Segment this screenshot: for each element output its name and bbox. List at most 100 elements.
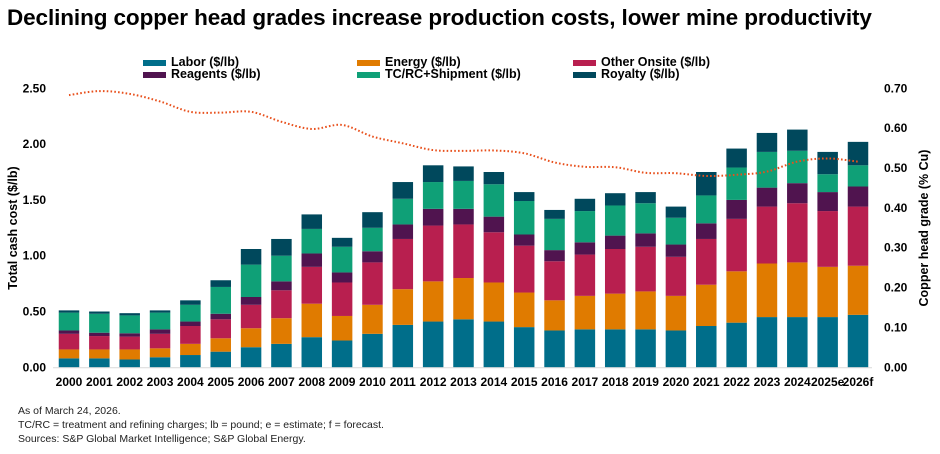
bar-stack-2013: [453, 166, 474, 368]
bar-segment-labor: [544, 330, 565, 368]
bar-segment-labor: [58, 358, 80, 368]
bar-segment-royalty: [422, 165, 444, 183]
bar-segment-reagents: [271, 281, 292, 291]
bar-segment-reagents: [362, 251, 383, 263]
head-grade-line: [68, 90, 859, 178]
bar-stack-2006: [240, 249, 262, 368]
bar-segment-other-onsite: [817, 211, 838, 267]
bar-segment-tc-rc-shipment: [513, 201, 535, 235]
bar-segment-other-onsite: [119, 336, 140, 350]
bar-segment-labor: [726, 322, 747, 368]
legend-label: TC/RC+Shipment ($/lb): [385, 67, 521, 81]
bar-stack-2008: [301, 214, 323, 368]
y-tick-label: 2.50: [23, 81, 47, 95]
bar-segment-tc-rc-shipment: [847, 165, 869, 187]
bar-segment-tc-rc-shipment: [544, 218, 565, 251]
bar-segment-other-onsite: [180, 326, 201, 344]
bar-segment-other-onsite: [362, 262, 383, 305]
bar-segment-reagents: [301, 253, 323, 267]
bar-segment-reagents: [604, 235, 626, 250]
bar-segment-tc-rc-shipment: [604, 205, 626, 236]
x-tick-label: 2002: [116, 375, 143, 389]
bar-segment-energy: [89, 349, 110, 359]
bar-segment-labor: [756, 317, 778, 368]
legend-swatch: [357, 60, 380, 66]
bar-stack-2009: [331, 237, 353, 368]
x-tick-label: 2026f: [843, 375, 875, 389]
bar-stack-2019: [635, 192, 656, 368]
bar-segment-royalty: [635, 192, 656, 204]
bar-segment-royalty: [392, 182, 414, 199]
bar-segment-royalty: [756, 132, 778, 152]
bar-stack-2016: [544, 209, 565, 368]
bar-segment-energy: [362, 304, 383, 334]
x-tick-label: 2018: [602, 375, 629, 389]
bar-segment-royalty: [483, 172, 505, 185]
bar-stack-2004: [180, 300, 201, 368]
bar-segment-energy: [817, 266, 838, 318]
bar-segment-reagents: [847, 186, 869, 207]
footnotes: As of March 24, 2026. TC/RC = treatment …: [18, 404, 384, 446]
x-tick-label: 2016: [541, 375, 568, 389]
bar-segment-reagents: [149, 329, 171, 334]
bar-segment-royalty: [271, 238, 292, 256]
bar-segment-reagents: [544, 250, 565, 262]
legend-label: Reagents ($/lb): [171, 67, 261, 81]
x-tick-label: 2013: [450, 375, 477, 389]
legend-swatch: [357, 72, 380, 78]
x-tick-label: 2011: [390, 375, 416, 389]
bar-segment-labor: [89, 358, 110, 368]
bar-segment-tc-rc-shipment: [240, 264, 262, 297]
x-tick-label: 2023: [754, 375, 781, 389]
legend-swatch: [573, 60, 596, 66]
bar-segment-other-onsite: [726, 218, 747, 272]
bar-segment-labor: [180, 355, 201, 368]
y2-tick-label: 0.60: [884, 121, 908, 135]
bar-segment-other-onsite: [847, 206, 869, 266]
bar-segment-labor: [119, 359, 140, 368]
legend-item: Reagents ($/lb): [143, 67, 261, 81]
bar-segment-energy: [756, 263, 778, 318]
bar-stack-2012: [422, 165, 444, 368]
bar-segment-royalty: [58, 310, 80, 313]
bar-segment-energy: [665, 295, 687, 331]
bar-stack-2018: [604, 193, 626, 368]
bar-segment-tc-rc-shipment: [726, 167, 747, 200]
bar-segment-royalty: [817, 151, 838, 175]
bar-segment-tc-rc-shipment: [635, 203, 656, 234]
bar-segment-labor: [271, 343, 292, 368]
x-tick-label: 2010: [359, 375, 386, 389]
y-tick-label: 2.00: [23, 137, 47, 151]
bar-segment-energy: [301, 303, 323, 338]
x-tick-label: 2017: [572, 375, 599, 389]
bar-segment-other-onsite: [210, 319, 231, 339]
legend-item: Energy ($/lb): [357, 55, 461, 69]
bar-segment-energy: [271, 318, 292, 344]
bar-segment-other-onsite: [635, 246, 656, 292]
bar-segment-energy: [422, 281, 444, 322]
bar-segment-reagents: [119, 333, 140, 337]
y2-tick-label: 0.30: [884, 241, 908, 255]
bar-segment-royalty: [574, 198, 596, 212]
bar-segment-labor: [210, 351, 231, 368]
y-tick-label: 0.00: [23, 360, 47, 374]
bar-segment-labor: [817, 317, 838, 368]
bar-segment-energy: [240, 328, 262, 348]
bar-segment-reagents: [331, 272, 353, 283]
bar-segment-reagents: [665, 244, 687, 257]
bar-segment-royalty: [847, 141, 869, 166]
bar-segment-royalty: [453, 166, 474, 181]
bar-stack-2000: [58, 310, 80, 368]
bar-segment-tc-rc-shipment: [271, 255, 292, 282]
bar-segment-tc-rc-shipment: [301, 228, 323, 254]
legend: Labor ($/lb) Energy ($/lb) Other Onsite ($…: [143, 55, 710, 81]
x-tick-label: 2022: [723, 375, 750, 389]
bar-segment-energy: [180, 343, 201, 356]
bar-segment-reagents: [574, 242, 596, 255]
y2-tick-label: 0.10: [884, 320, 908, 334]
bar-stack-2017: [574, 198, 596, 368]
bar-segment-tc-rc-shipment: [483, 184, 505, 217]
legend-label: Royalty ($/lb): [601, 67, 680, 81]
bar-segment-energy: [149, 348, 171, 358]
bar-segment-energy: [787, 262, 808, 318]
